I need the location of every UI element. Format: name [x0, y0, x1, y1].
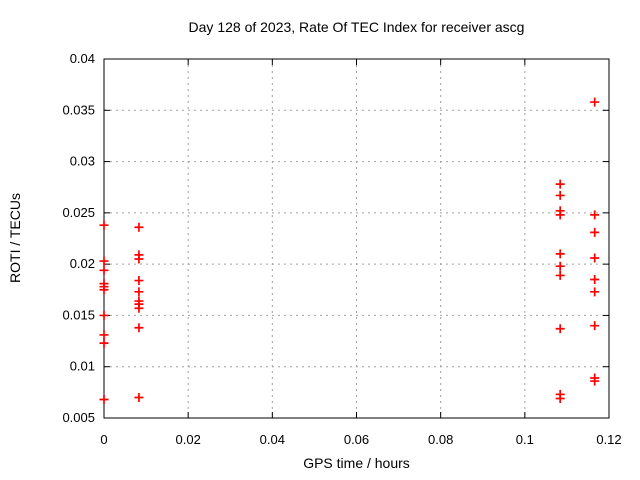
- y-tick-label: 0.03: [70, 154, 95, 169]
- x-tick-label: 0.08: [428, 432, 453, 447]
- data-series: [99, 97, 600, 405]
- data-point: [555, 394, 565, 404]
- y-axis-label: ROTI / TECUs: [7, 193, 23, 283]
- plot-border: [103, 58, 610, 419]
- data-point: [99, 330, 109, 340]
- data-point: [134, 303, 144, 313]
- data-point: [590, 210, 600, 220]
- x-tick-label: 0.12: [596, 432, 621, 447]
- data-point: [99, 395, 109, 405]
- x-tick-label: 0.02: [176, 432, 201, 447]
- data-point: [134, 392, 144, 402]
- y-tick-label: 0.035: [62, 102, 95, 117]
- data-point: [99, 338, 109, 348]
- data-point: [590, 275, 600, 285]
- y-tick-label: 0.02: [70, 256, 95, 271]
- axis-ticks: [103, 58, 610, 419]
- data-point: [555, 324, 565, 334]
- data-point: [134, 287, 144, 297]
- data-point: [134, 222, 144, 232]
- data-point: [555, 190, 565, 200]
- data-point: [134, 323, 144, 333]
- grid-lines: [104, 59, 609, 418]
- x-axis-label: GPS time / hours: [303, 455, 410, 471]
- data-point: [99, 220, 109, 230]
- data-point: [99, 265, 109, 275]
- y-tick-label: 0.04: [70, 51, 95, 66]
- data-point: [99, 310, 109, 320]
- y-tick-label: 0.01: [70, 359, 95, 374]
- y-tick-label: 0.005: [62, 410, 95, 425]
- data-point: [555, 210, 565, 220]
- y-tick-label: 0.015: [62, 307, 95, 322]
- x-tick-label: 0.04: [260, 432, 285, 447]
- data-point: [555, 249, 565, 259]
- data-point: [590, 287, 600, 297]
- data-point: [555, 261, 565, 271]
- x-tick-label: 0.06: [344, 432, 369, 447]
- data-point: [590, 376, 600, 386]
- x-tick-label: 0.1: [516, 432, 534, 447]
- y-tick-label: 0.025: [62, 205, 95, 220]
- y-tick-labels: 0.005 0.01 0.015 0.02 0.025 0.03 0.035 0.04: [62, 51, 95, 425]
- data-point: [134, 254, 144, 264]
- data-point: [590, 253, 600, 263]
- data-point: [99, 256, 109, 266]
- data-point: [555, 179, 565, 189]
- data-point: [590, 227, 600, 237]
- data-point: [134, 276, 144, 286]
- data-point: [555, 270, 565, 280]
- x-tick-label: 0: [100, 432, 107, 447]
- data-point: [590, 321, 600, 331]
- data-point: [99, 285, 109, 295]
- x-tick-labels: 0 0.02 0.04 0.06 0.08 0.1 0.12: [100, 432, 621, 447]
- chart-title: Day 128 of 2023, Rate Of TEC Index for r…: [188, 19, 525, 35]
- data-point: [590, 97, 600, 107]
